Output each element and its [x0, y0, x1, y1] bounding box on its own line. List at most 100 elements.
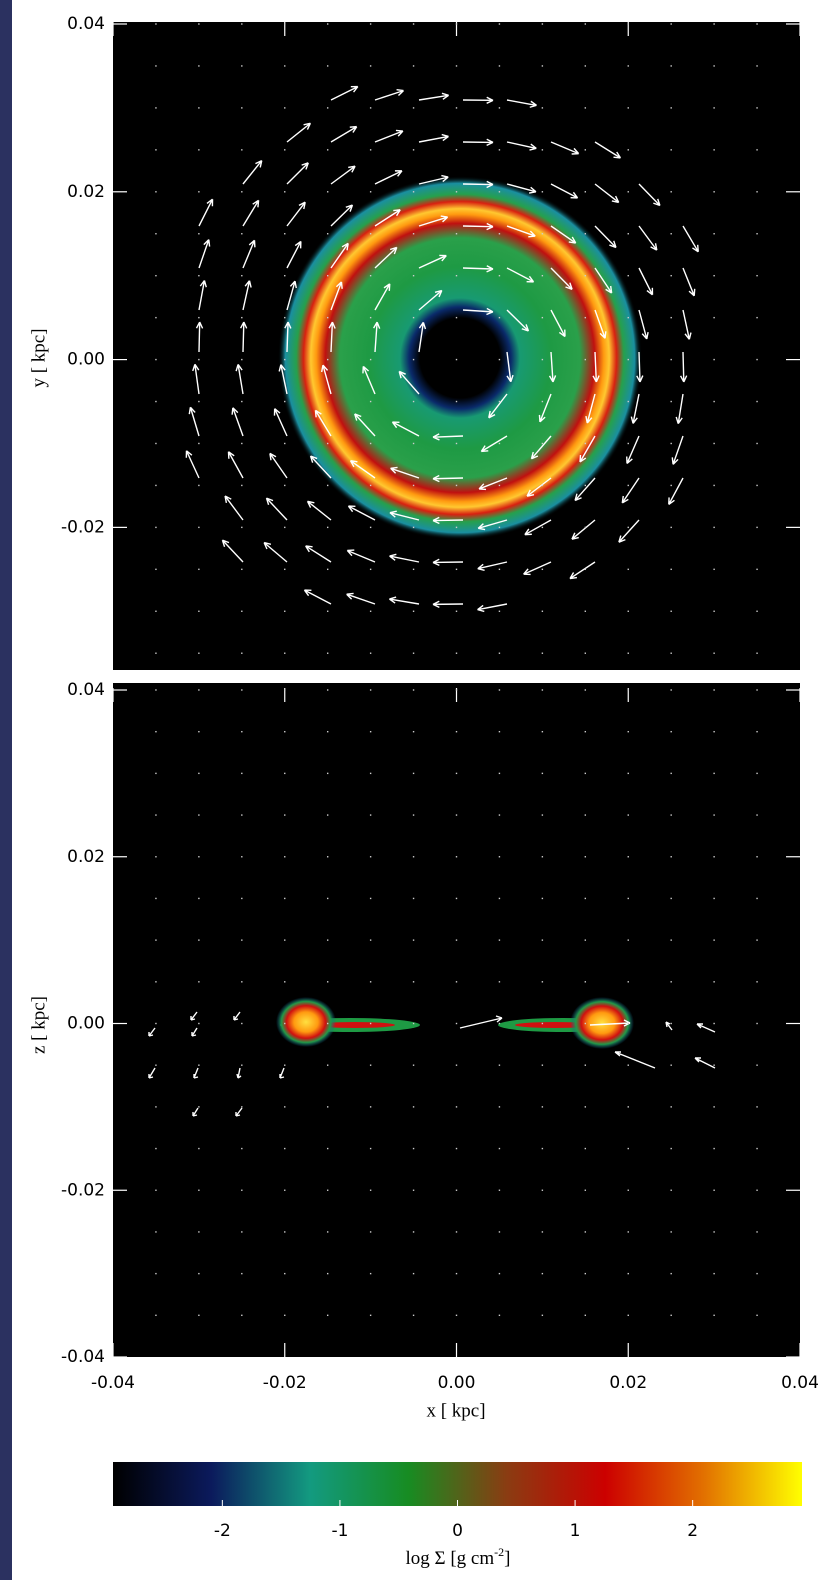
grid-dot — [756, 568, 758, 571]
grid-dot — [369, 149, 372, 151]
grid-dot — [756, 1022, 758, 1025]
grid-dot — [155, 65, 157, 67]
grid-dot — [756, 1272, 758, 1275]
grid-dot — [627, 316, 629, 319]
grid-dot — [541, 107, 544, 109]
grid-dot — [584, 730, 587, 733]
grid-dot — [198, 814, 200, 816]
grid-dot — [326, 316, 329, 319]
arrow — [284, 321, 292, 353]
grid-dot — [412, 316, 415, 319]
grid-dot — [369, 65, 372, 67]
grid-dot — [455, 1064, 458, 1066]
grid-dot — [670, 689, 672, 691]
grid-dot — [627, 689, 629, 691]
grid-dot — [284, 1231, 286, 1233]
arrow — [374, 129, 404, 143]
grid-dot — [369, 981, 372, 983]
grid-dot — [198, 358, 200, 361]
grid-dot — [670, 358, 672, 361]
grid-dot — [198, 772, 200, 775]
grid-dot — [756, 233, 758, 235]
grid-dot — [713, 149, 715, 151]
arrow — [221, 539, 244, 563]
grid-dot — [369, 233, 372, 235]
grid-dot — [541, 689, 544, 691]
grid-dot — [713, 652, 715, 654]
arrow — [265, 497, 288, 521]
grid-dot — [284, 856, 286, 858]
grid-dot — [326, 689, 329, 691]
y-tick-label: -0.02 — [61, 1180, 105, 1200]
grid-dot — [455, 484, 458, 487]
arrow — [286, 122, 312, 143]
grid-dot — [584, 939, 587, 941]
grid-dot — [713, 23, 715, 25]
grid-dot — [670, 233, 672, 235]
arrow — [636, 351, 644, 383]
grid-dot — [627, 526, 629, 529]
grid-dot — [155, 981, 157, 983]
grid-dot — [713, 939, 715, 941]
arrow — [506, 183, 537, 194]
grid-dot — [198, 233, 200, 235]
arrow — [478, 477, 508, 491]
grid-dot — [412, 107, 415, 109]
grid-dot — [326, 1314, 329, 1317]
grid-dot — [326, 1231, 329, 1233]
grid-dot — [412, 856, 415, 858]
arrow — [418, 174, 449, 185]
grid-dot — [284, 897, 286, 900]
grid-dot — [713, 526, 715, 529]
grid-dot — [584, 442, 587, 445]
arrow — [630, 393, 640, 424]
arrow — [462, 138, 494, 147]
arrow — [550, 267, 573, 290]
grid-dot — [455, 191, 458, 193]
arrow — [638, 183, 661, 207]
arrow — [506, 99, 537, 108]
grid-dot — [455, 814, 458, 816]
grid-dot — [713, 1064, 715, 1066]
grid-dot — [541, 814, 544, 816]
grid-dot — [584, 856, 587, 858]
grid-dot — [670, 1189, 672, 1191]
grid-dot — [756, 1314, 758, 1317]
grid-dot — [670, 981, 672, 983]
grid-dot — [326, 1272, 329, 1275]
arrow — [626, 435, 640, 465]
grid-dot — [284, 1314, 286, 1317]
arrow — [477, 603, 508, 613]
grid-dot — [713, 856, 715, 858]
grid-dot — [326, 149, 329, 151]
grid-dot — [284, 149, 286, 151]
arrow — [354, 413, 376, 437]
grid-dot — [412, 689, 415, 691]
grid-dot — [155, 526, 157, 529]
arrow — [550, 309, 566, 338]
arrow — [374, 209, 401, 227]
grid-dot — [541, 1022, 544, 1025]
arrow — [242, 239, 256, 269]
grid-dot — [756, 1231, 758, 1233]
arrow — [618, 519, 640, 543]
grid-dot — [670, 610, 672, 612]
grid-dot — [756, 610, 758, 612]
arrow — [538, 393, 552, 423]
arrow — [330, 125, 358, 143]
grid-dot — [670, 1231, 672, 1233]
grid-dot — [455, 1314, 458, 1317]
grid-dot — [498, 652, 501, 654]
arrow — [389, 553, 420, 563]
grid-dot — [284, 107, 286, 109]
x-tick-label: 0.04 — [781, 1373, 819, 1393]
grid-dot — [284, 1272, 286, 1275]
arrow — [594, 309, 607, 339]
grid-dot — [455, 65, 458, 67]
grid-dot — [756, 149, 758, 151]
grid-dot — [326, 1064, 329, 1066]
grid-dot — [584, 23, 587, 25]
arrow — [198, 198, 214, 227]
grid-dot — [584, 400, 587, 403]
arrow — [638, 267, 654, 296]
